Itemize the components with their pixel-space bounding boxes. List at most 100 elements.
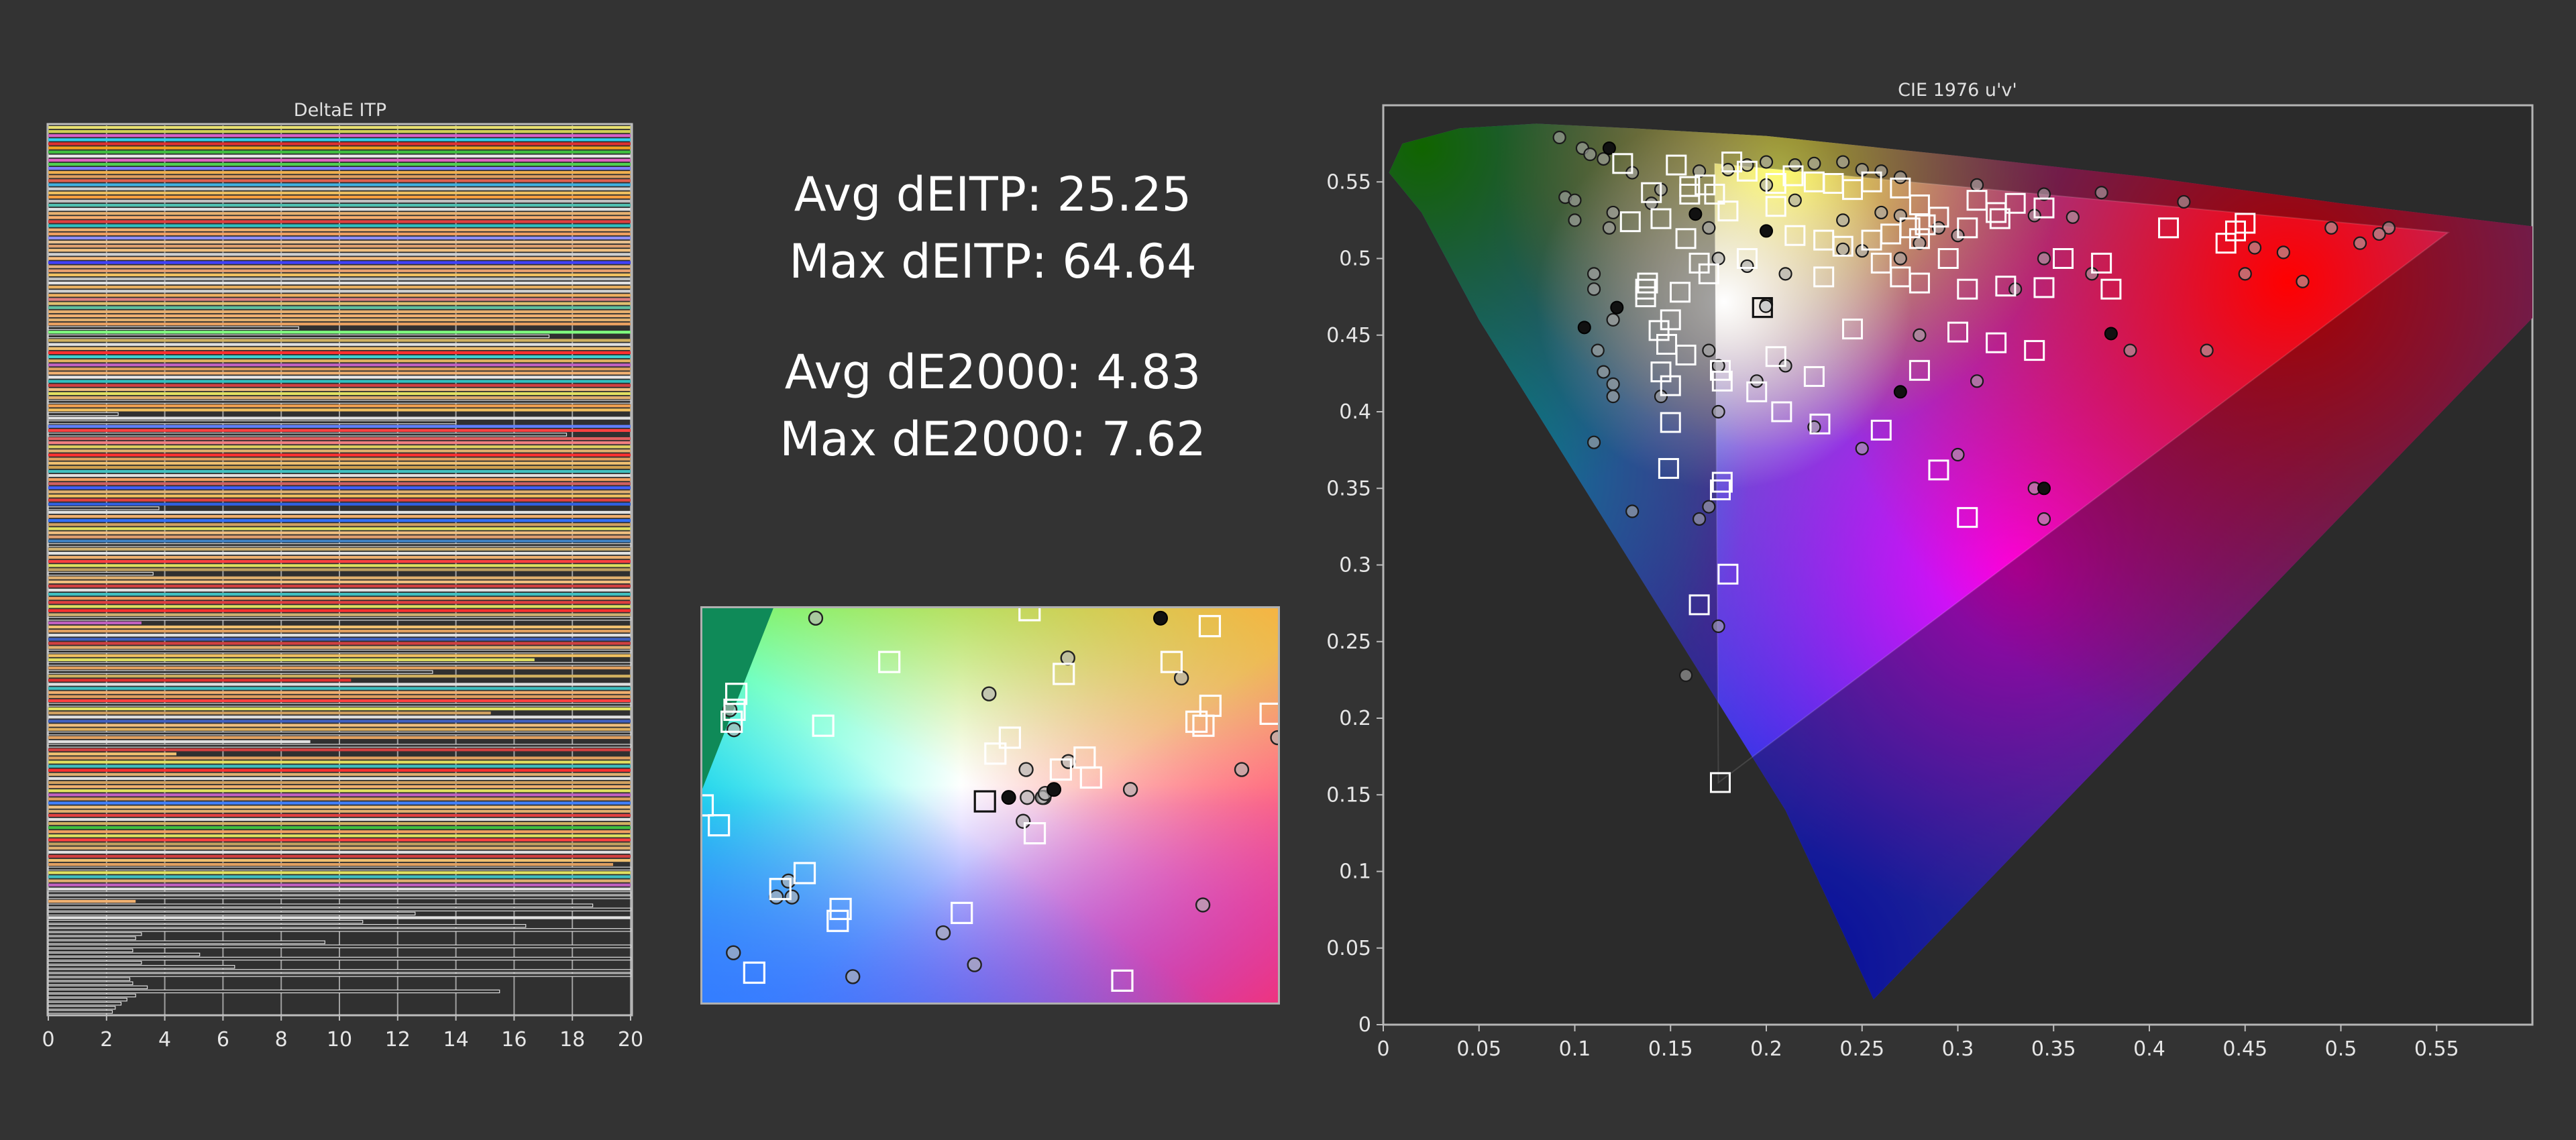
cie-y-tick-label: 0.4 [1339,400,1371,424]
bar [48,588,631,592]
bar [48,449,631,453]
cie-target-square [1650,208,1672,229]
cie-sample-point [1760,224,1773,238]
bar [48,817,631,821]
bar [48,977,131,981]
cie-sample-point [1606,377,1620,391]
cie-sample-point [1711,404,1725,419]
cie-target-square [2033,197,2055,219]
cie-y-tick-label: 0.3 [1339,554,1371,577]
cie-target-square [1909,359,1930,381]
bar [48,830,631,834]
cie-sample-point [1750,374,1764,388]
cie-target-square [1957,217,1978,239]
inset-target-square [984,742,1007,765]
bar [48,854,631,858]
bar [48,183,631,186]
cie-sample-point [1587,282,1601,296]
cie-sample-point [1893,170,1907,184]
cie-x-tick-label: 0.35 [2031,1037,2076,1061]
cie-sample-point [1602,141,1616,155]
bar [48,789,631,793]
bar [48,916,631,919]
inset-sample-point [1195,897,1211,913]
inset-target-square [1160,650,1183,673]
cie-sample-point [2123,343,2137,357]
cie-sample-point [1597,152,1611,166]
cie-target-square [1928,459,1949,481]
bar [48,809,631,813]
bar [48,716,631,719]
cie-target-square [1619,211,1641,233]
cie-sample-point [2177,194,2191,209]
bar [48,437,631,441]
bar [48,805,631,809]
bar [48,490,631,494]
bar [48,969,631,973]
bar [48,220,631,223]
cie-sample-point [2296,274,2310,288]
cie-sample-point [1893,251,1907,266]
bar [48,306,631,309]
bar [48,408,631,412]
cie-target-square [1809,413,1831,435]
bar [48,420,457,424]
bar [48,334,550,339]
bar [48,675,631,678]
cie-x-tick-label: 0.15 [1648,1037,1693,1061]
cie-target-square [1986,332,2007,353]
bar-x-tick-label: 6 [217,1028,229,1051]
bar [48,981,133,985]
bar [48,199,631,203]
cie-x-tick-label: 0.25 [1839,1037,1884,1061]
cie-target-square [1736,248,1758,269]
cie-y-tick-label: 0 [1358,1013,1371,1037]
cie-target-square [2053,248,2074,269]
bar [48,191,631,194]
bar [48,469,631,473]
bar [48,560,631,563]
bar [48,989,500,994]
cie-sample-point [2037,251,2051,266]
bar [48,138,631,141]
cie-target-square [1717,201,1739,222]
white-point-sample [1759,299,1773,313]
bar [48,642,631,645]
bar-x-tick-label: 14 [443,1028,469,1051]
bar [48,691,631,694]
cie-sample-point [1568,213,1582,227]
cie-target-square [1861,171,1882,192]
deltae-itp-bar-chart: DeltaE ITP 0 2 4 6 8 10 12 14 16 18 20 [42,100,643,1051]
bar [48,821,631,825]
bar [48,359,631,363]
bar [48,605,631,608]
inset-sample-point [1122,782,1138,797]
bar [48,580,631,583]
bar [48,527,631,530]
bar [48,290,631,293]
bar [48,740,311,744]
cie-x-tick-label: 0.05 [1456,1037,1501,1061]
cie-sample-point [1836,155,1850,169]
bar [48,376,631,379]
cie-sample-point [2238,267,2252,281]
cie-target-square [1841,319,1863,340]
bar [48,453,631,457]
bar [48,699,631,703]
cie-sample-point [1970,178,1984,192]
bar [48,556,631,559]
cie-target-square [1688,594,1710,616]
cie-target-square [1909,272,1930,294]
bar [48,482,631,486]
bar [48,728,631,731]
inset-target-square [1053,663,1075,685]
bar [48,568,631,571]
bar [48,646,631,649]
bar [48,932,142,936]
cie-sample-point [1951,447,1965,462]
bar [48,649,631,654]
cie-sample-point [2247,241,2262,255]
cie-1976-uv-chart: CIE 1976 u'v' 0 0.05 0.1 0.15 0.2 0.25 0.3 0.35… [1326,80,2534,1061]
inset-sample-point [726,722,742,738]
bar [48,294,631,297]
